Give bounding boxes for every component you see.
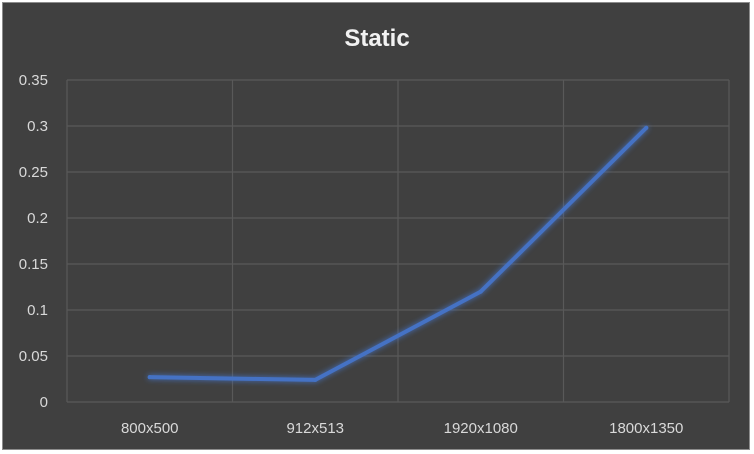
chart-area [2,2,750,450]
x-axis: 800x500 912x513 1920x1080 1800x1350 [121,420,683,437]
chart-title: Static [344,25,409,52]
grid-lines [66,79,730,403]
data-point [147,375,152,380]
y-tick-label: 0.1 [27,302,48,319]
y-tick-label: 0.05 [19,348,48,365]
data-point [313,377,318,382]
y-tick-label: 0.15 [19,256,48,273]
y-tick-label: 0.3 [27,118,48,135]
data-point [644,125,649,130]
y-tick-label: 0.2 [27,210,48,227]
series-line [147,125,649,382]
y-tick-label: 0 [40,394,48,411]
data-point [478,289,483,294]
x-tick-label: 1800x1350 [609,420,683,437]
x-tick-label: 1920x1080 [444,420,518,437]
y-tick-label: 0.35 [19,72,48,89]
series-layer [147,125,649,382]
y-tick-label: 0.25 [19,164,48,181]
y-axis: 0 0.05 0.1 0.15 0.2 0.25 0.3 0.35 [19,72,48,411]
x-tick-label: 912x513 [286,420,344,437]
x-tick-label: 800x500 [121,420,179,437]
